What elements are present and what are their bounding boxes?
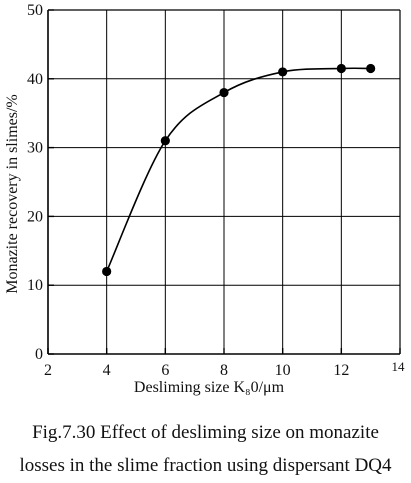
x-tick-label: 14 [392,359,406,374]
figure-caption-line-2: losses in the slime fraction using dispe… [19,455,392,476]
y-tick-label: 30 [27,140,43,157]
axes [47,9,401,355]
x-tick-label: 12 [333,362,349,379]
data-point [278,67,288,77]
x-tick-label: 10 [275,362,291,379]
y-axis-title: Monazite recovery in slimes/% [4,94,21,294]
tick-labels: 0 10 20 30 40 50 2 4 6 8 10 12 14 [27,2,405,379]
series-line [105,67,371,272]
x-tick-label: 4 [103,362,111,379]
grid [48,10,400,354]
x-tick-label: 2 [44,362,52,379]
y-tick-label: 40 [27,71,43,88]
y-tick-label: 20 [27,208,43,225]
x-axis-title: Desliming size K₈0/μm [134,379,285,396]
data-point [102,266,112,277]
x-tick-label: 8 [220,362,228,379]
y-tick-label: 0 [35,346,43,363]
figure-caption-line-1: Fig.7.30 Effect of desliming size on mon… [32,422,379,443]
data-point [336,63,346,74]
x-tick-label: 6 [161,362,169,379]
data-point [160,136,170,146]
data-point [366,63,376,74]
chart: 0 10 20 30 40 50 2 4 6 8 10 12 14 Desliming size K₈0… [4,2,405,396]
y-tick-label: 10 [27,277,43,294]
series [102,63,376,277]
y-tick-label: 50 [27,2,43,19]
data-point [219,87,229,98]
